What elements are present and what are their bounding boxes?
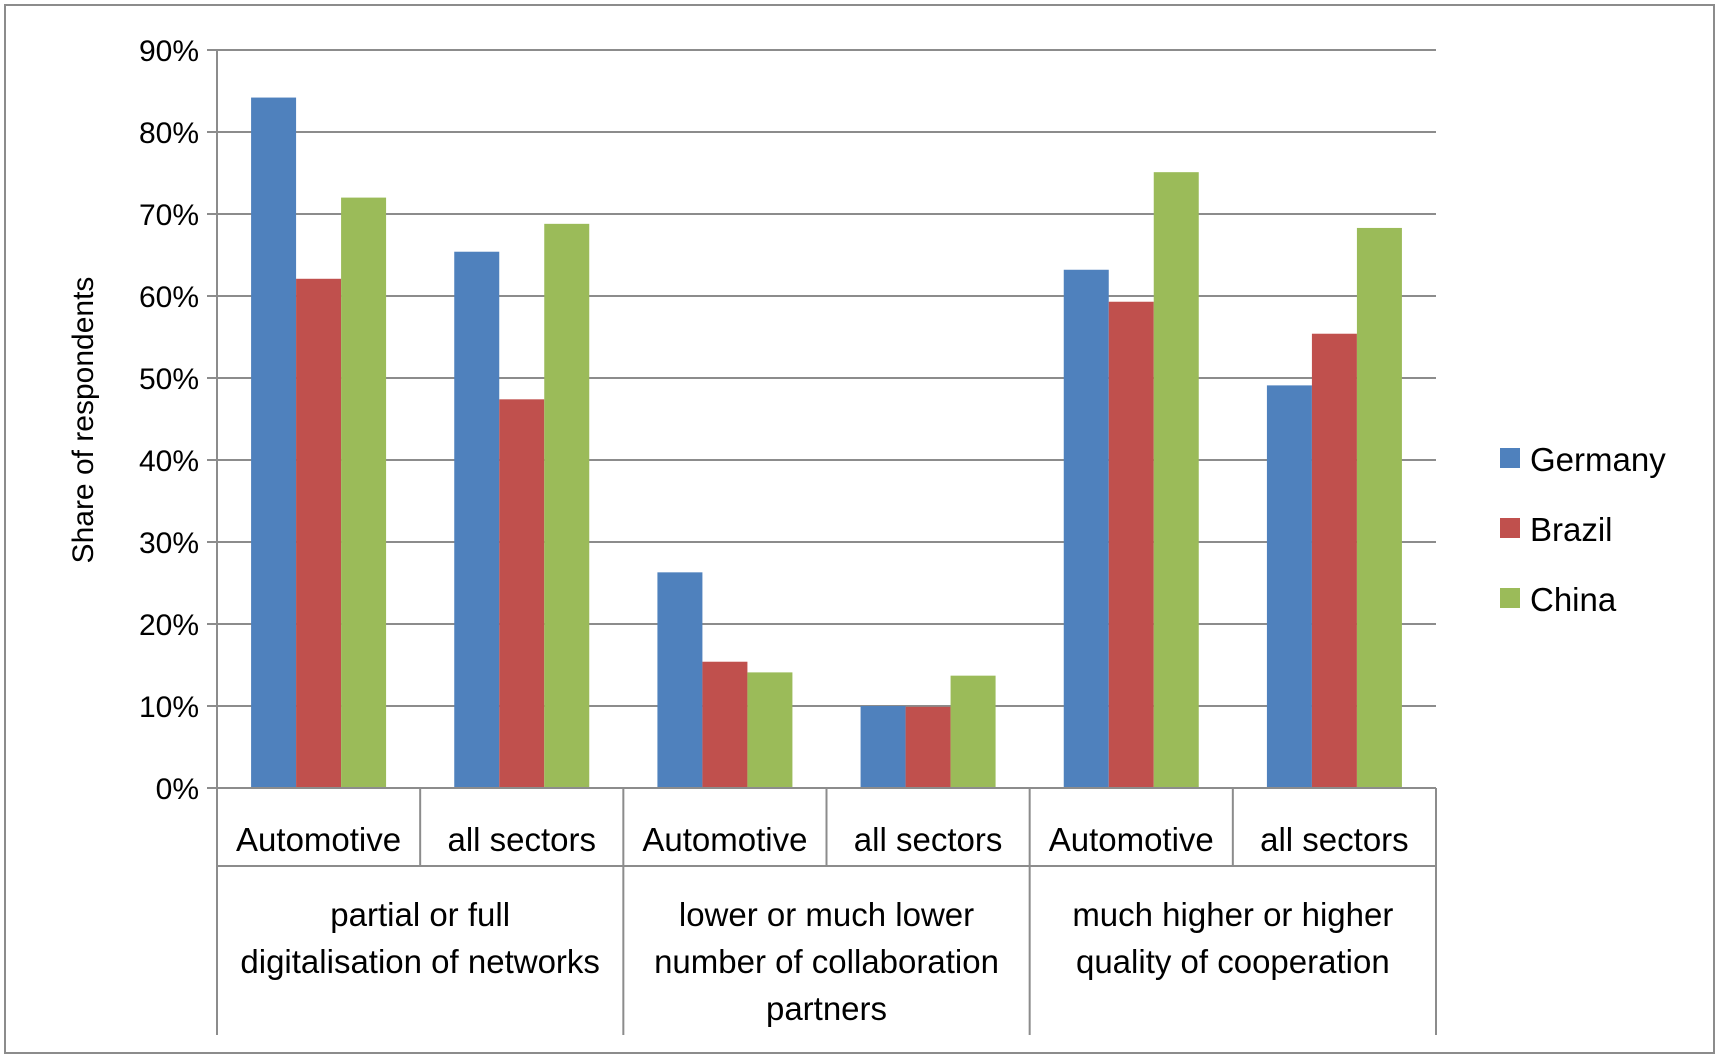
bar-germany-2 — [454, 251, 500, 789]
group-label-line: number of collaboration — [654, 943, 999, 980]
bar-brazil-2 — [499, 399, 545, 788]
y-tick-label: 70% — [139, 199, 199, 232]
bar-china-1 — [341, 197, 387, 789]
legend-label-brazil: Brazil — [1530, 511, 1613, 548]
bar-germany-3 — [657, 572, 703, 788]
bar-germany-4 — [860, 706, 906, 788]
legend-swatch-brazil — [1500, 518, 1520, 538]
labels: 0% 10% 20% 30% 40% 50% 60% 70% 80% 90% Automotive a… — [139, 35, 1409, 1027]
bar-china-2 — [544, 223, 590, 789]
bar-china-3 — [747, 672, 793, 788]
category-label: Automotive — [642, 821, 807, 858]
y-tick-label: 20% — [139, 609, 199, 642]
legend: Germany Brazil China — [1500, 441, 1666, 618]
bar-brazil-4 — [905, 706, 951, 788]
gridlines — [217, 49, 1436, 707]
group-label-line: partial or full — [330, 896, 510, 933]
y-tick-label: 80% — [139, 117, 199, 150]
bar-brazil-6 — [1311, 333, 1357, 788]
bar-brazil-3 — [702, 661, 748, 788]
group-label-line: much higher or higher — [1072, 896, 1393, 933]
legend-swatch-germany — [1500, 448, 1520, 468]
group-label: lower or much lower number of collaborati… — [654, 896, 999, 1027]
bars — [251, 97, 1402, 789]
y-tick-label: 10% — [139, 691, 199, 724]
category-label: all sectors — [854, 821, 1003, 858]
y-tick-label: 60% — [139, 281, 199, 314]
group-label-line: partners — [766, 990, 887, 1027]
category-label: all sectors — [1260, 821, 1409, 858]
category-label: Automotive — [1049, 821, 1214, 858]
y-tick-label: 50% — [139, 363, 199, 396]
bar-china-5 — [1153, 172, 1199, 788]
legend-label-germany: Germany — [1530, 441, 1666, 478]
group-label: partial or full digitalisation of network… — [240, 896, 600, 980]
group-label: much higher or higher quality of cooperat… — [1072, 896, 1393, 980]
bar-china-4 — [950, 675, 996, 788]
y-tick-label: 90% — [139, 35, 199, 68]
group-label-line: quality of cooperation — [1076, 943, 1390, 980]
bar-germany-1 — [251, 97, 297, 788]
legend-swatch-china — [1500, 588, 1520, 608]
axes — [207, 49, 1437, 1035]
category-label: all sectors — [447, 821, 596, 858]
group-label-line: lower or much lower — [679, 896, 974, 933]
y-tick-label: 30% — [139, 527, 199, 560]
bar-germany-5 — [1063, 269, 1109, 788]
y-tick-label: 40% — [139, 445, 199, 478]
bar-brazil-5 — [1108, 301, 1154, 788]
y-tick-label: 0% — [156, 773, 199, 806]
bar-brazil-1 — [296, 278, 342, 788]
bar-china-6 — [1356, 227, 1402, 788]
group-label-line: digitalisation of networks — [240, 943, 600, 980]
category-label: Automotive — [236, 821, 401, 858]
bar-germany-6 — [1266, 385, 1312, 788]
y-axis-title: Share of respondents — [67, 277, 100, 564]
legend-label-china: China — [1530, 581, 1617, 618]
